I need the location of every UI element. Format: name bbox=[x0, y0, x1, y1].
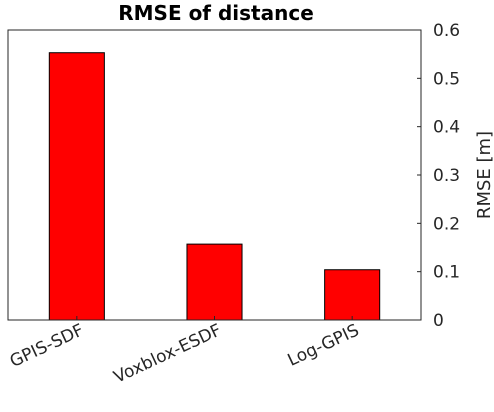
y-tick-label: 0.2 bbox=[433, 214, 460, 234]
chart-title: RMSE of distance bbox=[118, 1, 314, 25]
y-axis-label: RMSE [m] bbox=[474, 131, 494, 219]
bar-gpis-sdf bbox=[48, 52, 105, 321]
x-tick-label: Log-GPIS bbox=[285, 320, 363, 370]
bars-group bbox=[48, 52, 381, 321]
y-tick-label: 0.5 bbox=[433, 69, 460, 89]
y-tick-label: 0.1 bbox=[433, 263, 460, 283]
y-tick-label: 0 bbox=[433, 311, 444, 331]
y-tick-label: 0.6 bbox=[433, 21, 460, 41]
y-tick-label: 0.3 bbox=[433, 166, 460, 186]
y-tick-label: 0.4 bbox=[433, 118, 460, 138]
y-axis: 0 0.1 0.2 0.3 0.4 0.5 0.6 bbox=[417, 21, 460, 331]
bar-log-gpis bbox=[324, 269, 381, 321]
bar-voxblox-esdf bbox=[186, 243, 243, 321]
x-axis: GPIS-SDF Voxblox-ESDF Log-GPIS bbox=[7, 316, 362, 388]
x-tick-label: Voxblox-ESDF bbox=[111, 320, 225, 387]
x-tick-label: GPIS-SDF bbox=[7, 320, 87, 372]
